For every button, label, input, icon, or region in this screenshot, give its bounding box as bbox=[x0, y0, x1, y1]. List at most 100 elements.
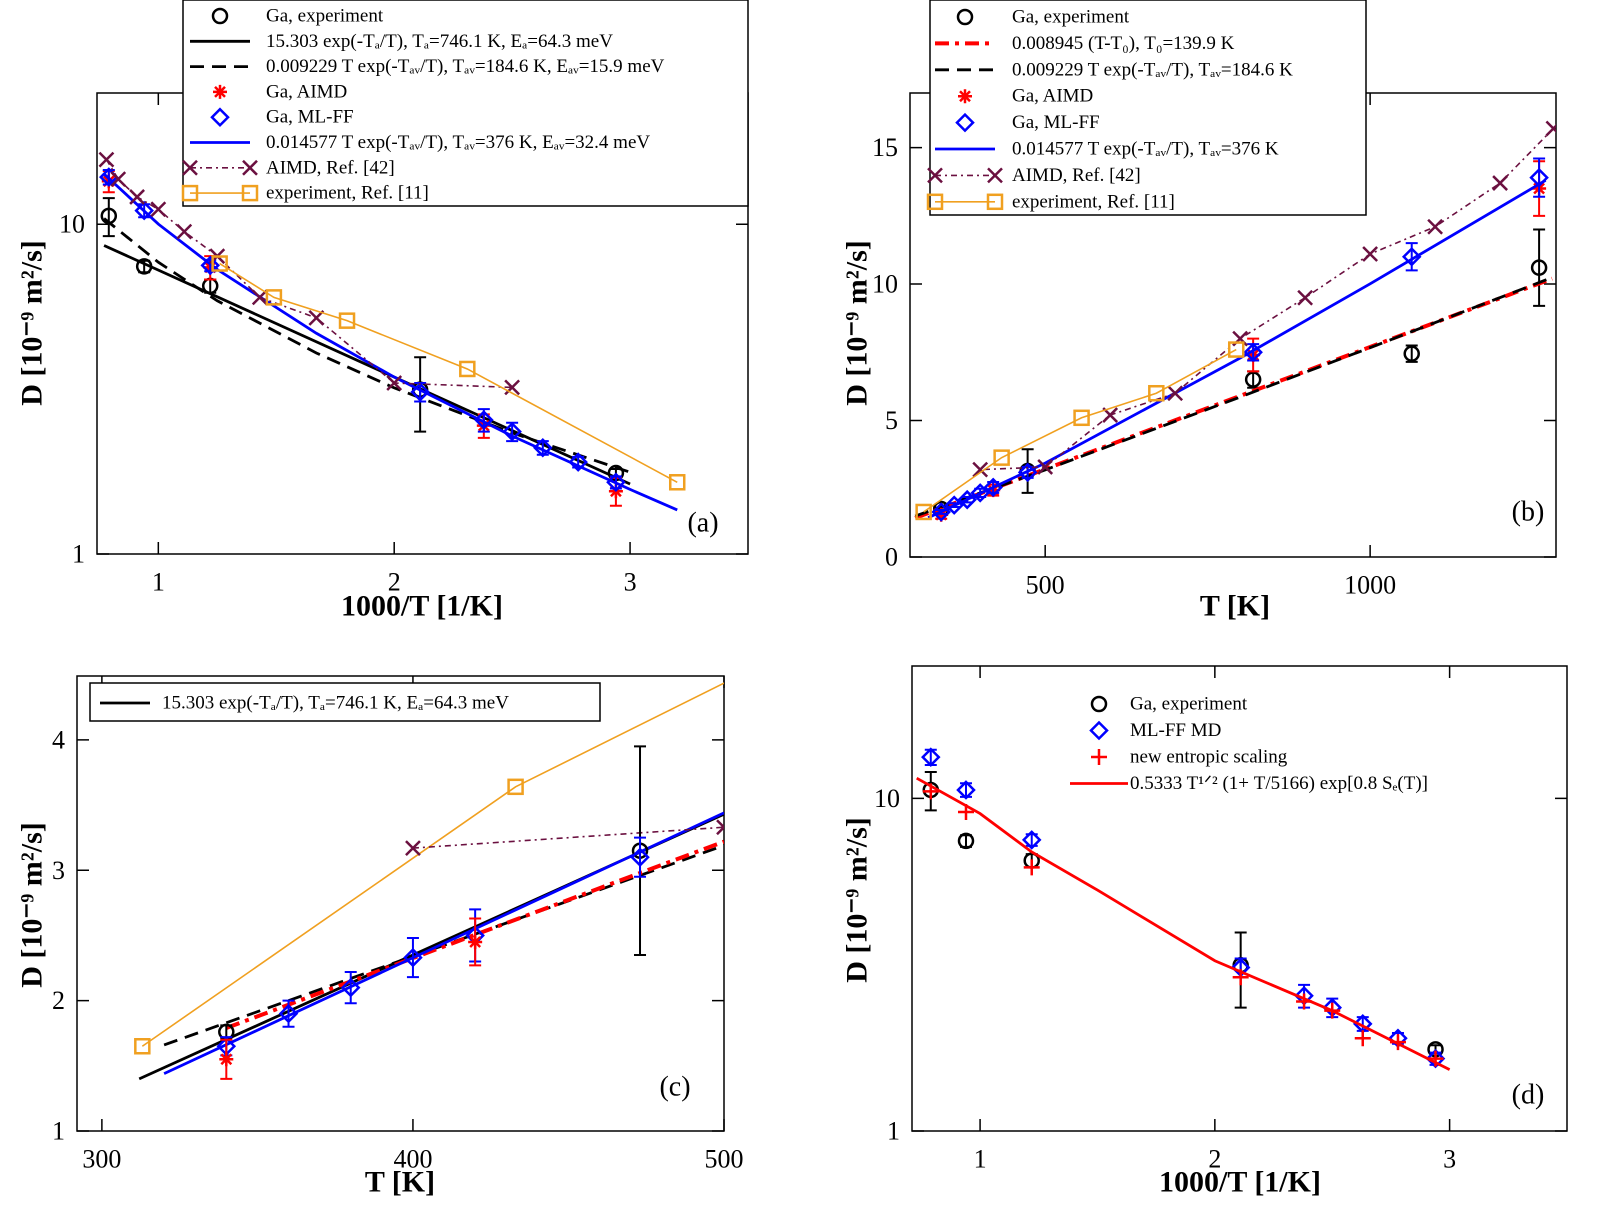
marker bbox=[668, 474, 686, 491]
marker bbox=[891, 589, 905, 603]
x-tick-label: 1 bbox=[152, 568, 165, 597]
y-axis-label: D [10⁻⁹ m²/s] bbox=[16, 822, 49, 987]
marker bbox=[1023, 859, 1040, 876]
legend: Ga, experiment 0.008945 (T-T₀), T₀=139.9 … bbox=[926, 0, 1367, 216]
marker bbox=[926, 193, 944, 211]
marker bbox=[213, 84, 227, 99]
legend-box bbox=[182, 0, 749, 207]
legend-label: 0.008945 (T-T₀), T₀=139.9 K bbox=[1012, 33, 1235, 54]
marker bbox=[241, 184, 259, 202]
marker bbox=[927, 167, 943, 184]
legend-label: 0.014577 T exp(-Tₐᵥ/T), Tₐᵥ=376 K bbox=[1012, 139, 1279, 160]
y-tick-label: 15 bbox=[872, 133, 898, 162]
y-tick-label: 10 bbox=[874, 784, 900, 813]
y-axis-label: D [10⁻⁹ m²/s] bbox=[16, 240, 49, 405]
marker bbox=[1037, 459, 1054, 475]
x-tick-label: 2 bbox=[1208, 1145, 1221, 1174]
marker bbox=[265, 289, 283, 306]
series-line bbox=[225, 839, 724, 1030]
panel-label: (a) bbox=[687, 508, 718, 539]
marker bbox=[338, 312, 356, 329]
marker bbox=[176, 223, 193, 240]
legend-label: Ga, experiment bbox=[1012, 7, 1130, 28]
marker bbox=[405, 840, 421, 856]
legend-label: AIMD, Ref. [42] bbox=[266, 157, 395, 178]
marker bbox=[219, 1052, 234, 1067]
x-axis-label: 1000/T [1/K] bbox=[341, 590, 503, 623]
marker bbox=[468, 934, 483, 949]
marker bbox=[1427, 218, 1444, 235]
y-tick-label: 1 bbox=[52, 1117, 65, 1146]
x-tick-label: 3 bbox=[624, 568, 637, 597]
series-line bbox=[980, 127, 1554, 471]
marker bbox=[507, 778, 524, 796]
marker bbox=[200, 255, 220, 276]
marker bbox=[921, 747, 941, 767]
legend-label: Ga, AIMD bbox=[266, 81, 347, 102]
marker bbox=[459, 360, 476, 378]
error-bar bbox=[1533, 228, 1546, 307]
series-line bbox=[103, 172, 678, 512]
legend-label: experiment, Ref. [11] bbox=[1012, 191, 1175, 212]
x-tick-label: 300 bbox=[82, 1145, 121, 1174]
legend-label: 0.009229 T exp(-Tₐᵥ/T), Tₐᵥ=184.6 K bbox=[1012, 59, 1293, 80]
y-tick-label: 3 bbox=[52, 856, 65, 885]
marker bbox=[134, 1038, 151, 1055]
marker bbox=[972, 461, 989, 478]
marker bbox=[1492, 175, 1508, 191]
x-tick-label: 1 bbox=[974, 1145, 987, 1174]
legend-label: 15.303 exp(-Tₐ/T), Tₐ=746.1 K, Eₐ=64.3 m… bbox=[162, 693, 509, 714]
x-tick-label: 3 bbox=[1443, 1145, 1456, 1174]
series-line bbox=[914, 276, 1553, 518]
x-tick-label: 2 bbox=[388, 568, 401, 597]
marker bbox=[1227, 341, 1245, 358]
legend-label: Ga, AIMD bbox=[1012, 86, 1093, 107]
series-line bbox=[163, 811, 724, 1075]
marker bbox=[1362, 246, 1379, 262]
marker bbox=[150, 201, 167, 218]
marker bbox=[716, 819, 724, 836]
marker bbox=[955, 112, 975, 133]
marker bbox=[1545, 120, 1556, 137]
error-bar bbox=[406, 937, 419, 979]
y-tick-label: 1 bbox=[72, 540, 85, 569]
panel-label: (b) bbox=[1512, 497, 1545, 528]
marker bbox=[1243, 342, 1263, 363]
marker bbox=[956, 780, 976, 800]
marker bbox=[1148, 384, 1165, 402]
legend-label: Ga, ML-FF bbox=[266, 107, 354, 128]
plot-area bbox=[98, 151, 686, 512]
error-bar bbox=[1533, 157, 1546, 198]
legend: Ga, experiment ML-FF MD new entropic scali… bbox=[1070, 694, 1428, 794]
marker bbox=[340, 977, 361, 998]
x-tick-label: 500 bbox=[705, 1145, 744, 1174]
marker bbox=[915, 503, 932, 521]
error-bar bbox=[344, 970, 357, 1005]
y-tick-label: 2 bbox=[52, 986, 65, 1015]
marker bbox=[1091, 749, 1107, 765]
legend-label: 15.303 exp(-Tₐ/T), Tₐ=746.1 K, Eₐ=64.3 m… bbox=[266, 31, 613, 52]
x-axis-label: T [K] bbox=[365, 1166, 435, 1199]
marker bbox=[98, 151, 115, 168]
marker bbox=[251, 289, 268, 306]
x-axis-label: T [K] bbox=[1200, 590, 1270, 623]
series-line bbox=[141, 682, 724, 1047]
legend: Ga, experiment 15.303 exp(-Tₐ/T), Tₐ=746.… bbox=[181, 0, 749, 207]
x-axis-label: 1000/T [1/K] bbox=[1159, 1166, 1321, 1199]
legend-label: 0.014577 T exp(-Tₐᵥ/T), Tₐᵥ=376 K, Eₐᵥ=3… bbox=[266, 132, 650, 153]
marker bbox=[210, 107, 230, 127]
marker bbox=[630, 847, 650, 867]
marker bbox=[386, 375, 403, 391]
y-tick-label: 10 bbox=[59, 210, 85, 239]
plot-area bbox=[914, 120, 1556, 522]
legend-label: Ga, ML-FF bbox=[1012, 112, 1100, 133]
marker bbox=[958, 89, 972, 104]
marker bbox=[1403, 345, 1420, 362]
marker bbox=[1167, 385, 1184, 402]
x-tick-label: 1000 bbox=[1344, 571, 1396, 600]
legend-label: Ga, experiment bbox=[266, 6, 384, 27]
marker bbox=[110, 171, 127, 188]
legend-label: AIMD, Ref. [42] bbox=[1012, 165, 1141, 186]
marker bbox=[403, 947, 423, 968]
marker bbox=[956, 8, 974, 26]
